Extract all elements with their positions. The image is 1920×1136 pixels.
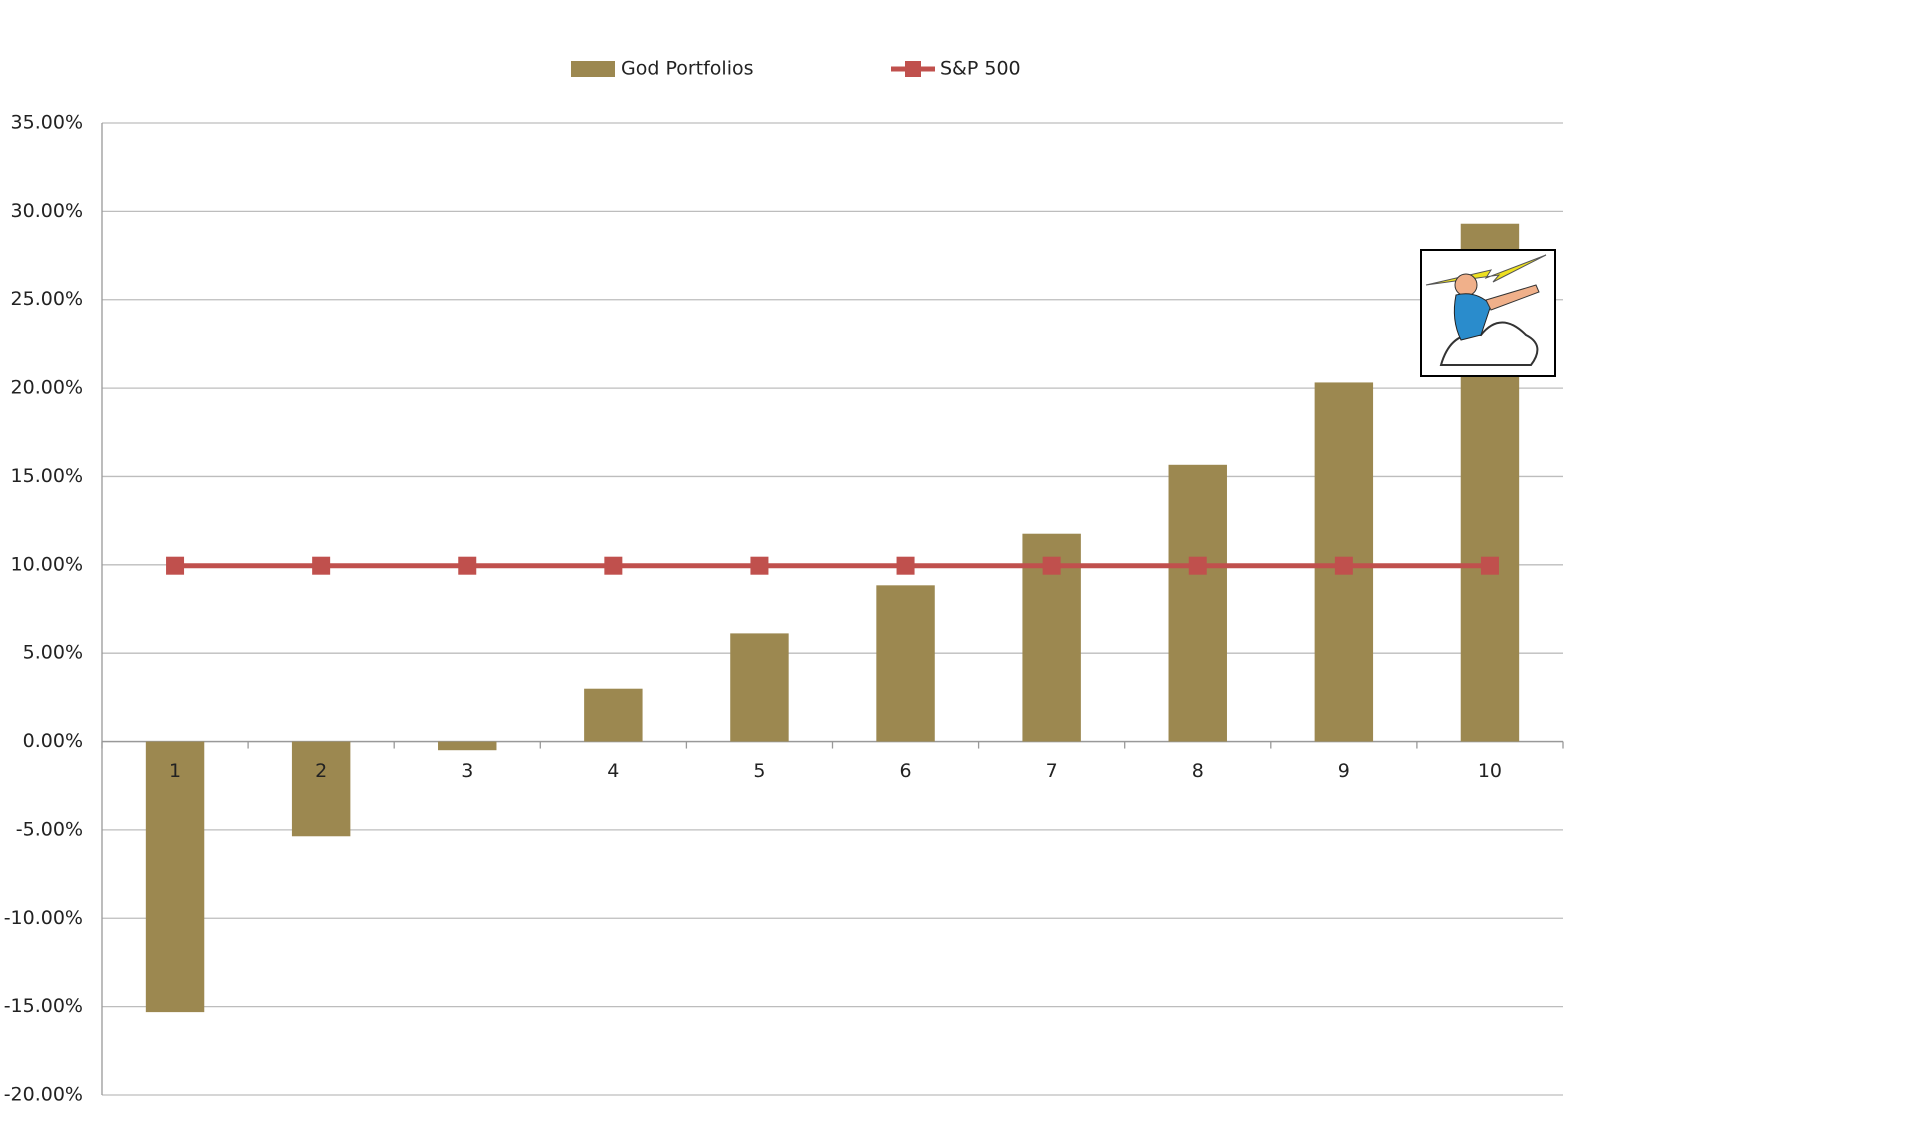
y-tick-label: 0.00% <box>23 730 83 752</box>
legend-marker <box>905 61 921 77</box>
body <box>1453 293 1492 341</box>
bar <box>876 585 935 742</box>
y-tick-label: 30.00% <box>11 200 83 222</box>
marker <box>312 556 331 575</box>
marker <box>896 556 915 575</box>
legend-label: S&P 500 <box>940 58 1021 80</box>
bar <box>291 741 351 837</box>
marker <box>1334 556 1353 575</box>
y-tick-label: 20.00% <box>11 377 83 399</box>
bar <box>1168 464 1227 742</box>
legend-label: God Portfolios <box>621 58 754 80</box>
y-tick-label: 10.00% <box>11 553 83 575</box>
x-tick-label: 2 <box>315 760 327 782</box>
lightning <box>1425 254 1547 286</box>
x-tick-label: 7 <box>1046 760 1058 782</box>
y-tick-label: 25.00% <box>11 288 83 310</box>
x-tick-label: 6 <box>900 760 912 782</box>
y-tick-label: -5.00% <box>16 818 83 840</box>
bar <box>438 741 497 751</box>
marker <box>1480 556 1499 575</box>
y-tick-label: -20.00% <box>4 1084 83 1106</box>
x-tick-label: 1 <box>169 760 181 782</box>
bar <box>584 688 643 742</box>
legend-swatch <box>571 61 615 77</box>
head <box>1454 273 1478 297</box>
arm <box>1485 284 1540 311</box>
y-tick-label: -15.00% <box>4 995 83 1017</box>
marker <box>750 556 769 575</box>
bar <box>730 633 789 742</box>
x-tick-label: 9 <box>1338 760 1350 782</box>
marker <box>166 556 185 575</box>
x-tick-label: 8 <box>1192 760 1204 782</box>
y-tick-label: -10.00% <box>4 907 83 929</box>
bar <box>145 741 205 1013</box>
y-tick-label: 5.00% <box>23 642 83 664</box>
x-tick-label: 10 <box>1478 760 1502 782</box>
x-tick-label: 3 <box>461 760 473 782</box>
x-tick-label: 4 <box>607 760 619 782</box>
cloud <box>1439 321 1539 366</box>
marker <box>1042 556 1061 575</box>
y-tick-label: 35.00% <box>11 112 83 134</box>
marker <box>604 556 623 575</box>
y-tick-label: 15.00% <box>11 465 83 487</box>
zeus-image <box>1420 249 1556 377</box>
marker <box>458 556 477 575</box>
marker <box>1188 556 1207 575</box>
x-tick-label: 5 <box>753 760 765 782</box>
